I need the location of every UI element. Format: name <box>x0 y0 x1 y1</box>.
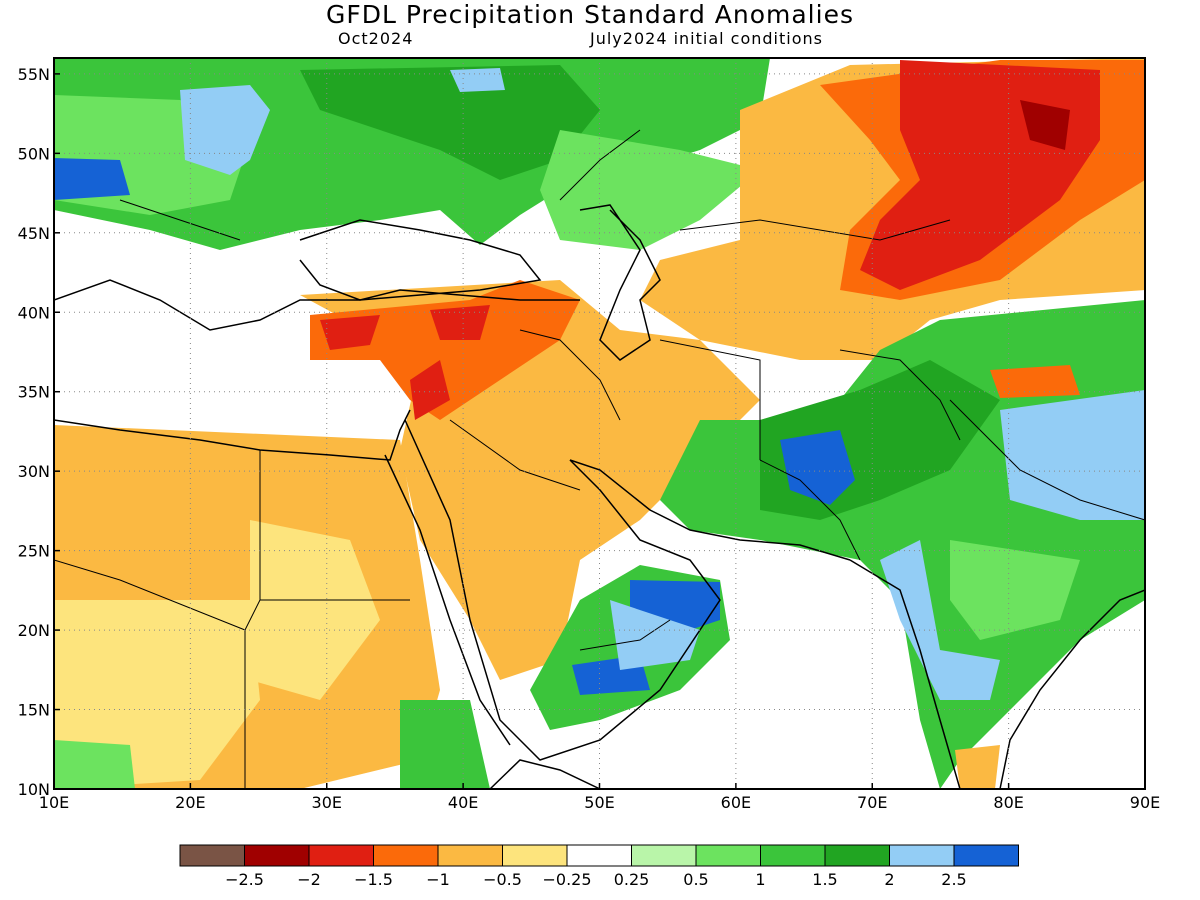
anomaly-region <box>300 65 600 180</box>
colorbar-label: −0.5 <box>483 870 522 889</box>
lon-tick-label: 70E <box>857 793 887 812</box>
anomaly-region <box>955 745 1000 789</box>
anomaly-region <box>400 700 490 789</box>
colorbar-swatch <box>889 844 955 867</box>
border-line <box>759 459 861 561</box>
anomaly-region <box>450 68 505 92</box>
border-line <box>949 399 1145 521</box>
border-line <box>679 219 951 241</box>
coastline-caspian <box>579 204 661 361</box>
lon-tick-label: 60E <box>721 793 751 812</box>
coastline-india <box>849 559 961 789</box>
anomaly-region <box>430 305 490 340</box>
anomaly-region <box>54 158 130 200</box>
anomaly-region <box>54 740 135 789</box>
colorbar-label: 2.5 <box>941 870 966 889</box>
forecast-month: Oct2024 <box>338 29 414 48</box>
lon-tick-label: 80E <box>993 793 1023 812</box>
anomaly-region <box>320 315 380 350</box>
coastlines <box>54 204 1145 789</box>
lon-tick-label: 30E <box>312 793 342 812</box>
colorbar-label: 0.5 <box>683 870 708 889</box>
anomaly-region <box>250 520 380 700</box>
border-line <box>659 339 761 460</box>
lon-tick-label: 50E <box>584 793 614 812</box>
anomaly-region <box>950 540 1080 640</box>
colorbar-label: 2 <box>884 870 894 889</box>
colorbar-swatch <box>373 844 439 867</box>
map-title: GFDL Precipitation Standard Anomalies <box>326 0 854 29</box>
anomaly-region <box>990 365 1080 398</box>
anomaly-region <box>1000 390 1145 520</box>
lat-tick-label: 30N <box>18 462 50 481</box>
anomaly-region <box>54 600 260 789</box>
colorbar-label: 1 <box>755 870 765 889</box>
coastline-red-sea <box>384 454 511 746</box>
colorbar-label: 0.25 <box>614 870 650 889</box>
lat-tick-label: 55N <box>18 65 50 84</box>
axis-ticks: 10E 20E 30E 40E 50E 60E 70E 80E 90E 10N 15N 20N 25N 3… <box>18 65 1161 812</box>
anomaly-region <box>1020 100 1070 150</box>
colorbar-label: −1 <box>426 870 450 889</box>
colorbar-label: −0.25 <box>542 870 591 889</box>
lon-tick-label: 20E <box>175 793 205 812</box>
colorbar-swatch <box>695 844 761 867</box>
lat-tick-label: 35N <box>18 383 50 402</box>
lat-tick-label: 25N <box>18 542 50 561</box>
anomaly-region <box>780 430 855 505</box>
anomaly-region <box>310 280 580 420</box>
anomaly-region <box>610 600 700 670</box>
border-line <box>839 349 961 441</box>
country-borders <box>54 129 1145 789</box>
border-line <box>579 619 671 651</box>
border-line <box>519 329 621 421</box>
colorbar-label: −1.5 <box>354 870 393 889</box>
anomaly-region <box>410 360 450 420</box>
lat-tick-label: 45N <box>18 224 50 243</box>
lat-tick-label: 20N <box>18 621 50 640</box>
colorbar-label: −2 <box>297 870 321 889</box>
anomaly-region <box>300 280 760 680</box>
anomaly-region <box>540 130 760 250</box>
coastline-horn-africa <box>489 759 601 789</box>
lon-tick-label: 10E <box>39 793 69 812</box>
lon-tick-label: 40E <box>448 793 478 812</box>
lat-tick-label: 40N <box>18 303 50 322</box>
graticule <box>54 58 1145 789</box>
coastline-black-sea <box>299 219 542 301</box>
coastline-arabia <box>404 419 721 761</box>
anomaly-region <box>880 540 1000 700</box>
color-scale-bar: −2.5 −2 −1.5 −1 −0.5 −0.25 0.25 0.5 1 1.5 2 2.5 <box>179 844 1019 889</box>
colorbar-swatch <box>502 844 568 867</box>
lat-tick-label: 50N <box>18 144 50 163</box>
colorbar-swatch <box>179 844 245 867</box>
coastline-persian-gulf <box>569 459 851 561</box>
colorbar-label: −2.5 <box>225 870 264 889</box>
border-line <box>54 559 246 631</box>
colorbar-swatch <box>953 844 1019 867</box>
lat-tick-label: 10N <box>18 780 50 799</box>
colorbar-swatch <box>244 844 310 867</box>
coastline-north-africa <box>54 409 411 461</box>
anomaly-region <box>180 85 270 175</box>
lat-tick-label: 15N <box>18 701 50 720</box>
colorbar-swatch <box>437 844 503 867</box>
colorbar-swatch <box>566 844 632 867</box>
colorbar-swatch <box>631 844 697 867</box>
colorbar-swatch <box>824 844 890 867</box>
border-line <box>559 129 641 201</box>
initial-conditions: July2024 initial conditions <box>590 29 823 48</box>
colorbar-label: 1.5 <box>812 870 837 889</box>
lon-tick-label: 90E <box>1130 793 1160 812</box>
coastline-med-north <box>54 279 580 331</box>
border-line <box>449 419 581 491</box>
colorbar-swatch <box>760 844 826 867</box>
border-line <box>119 199 241 241</box>
colorbar-swatch <box>308 844 374 867</box>
